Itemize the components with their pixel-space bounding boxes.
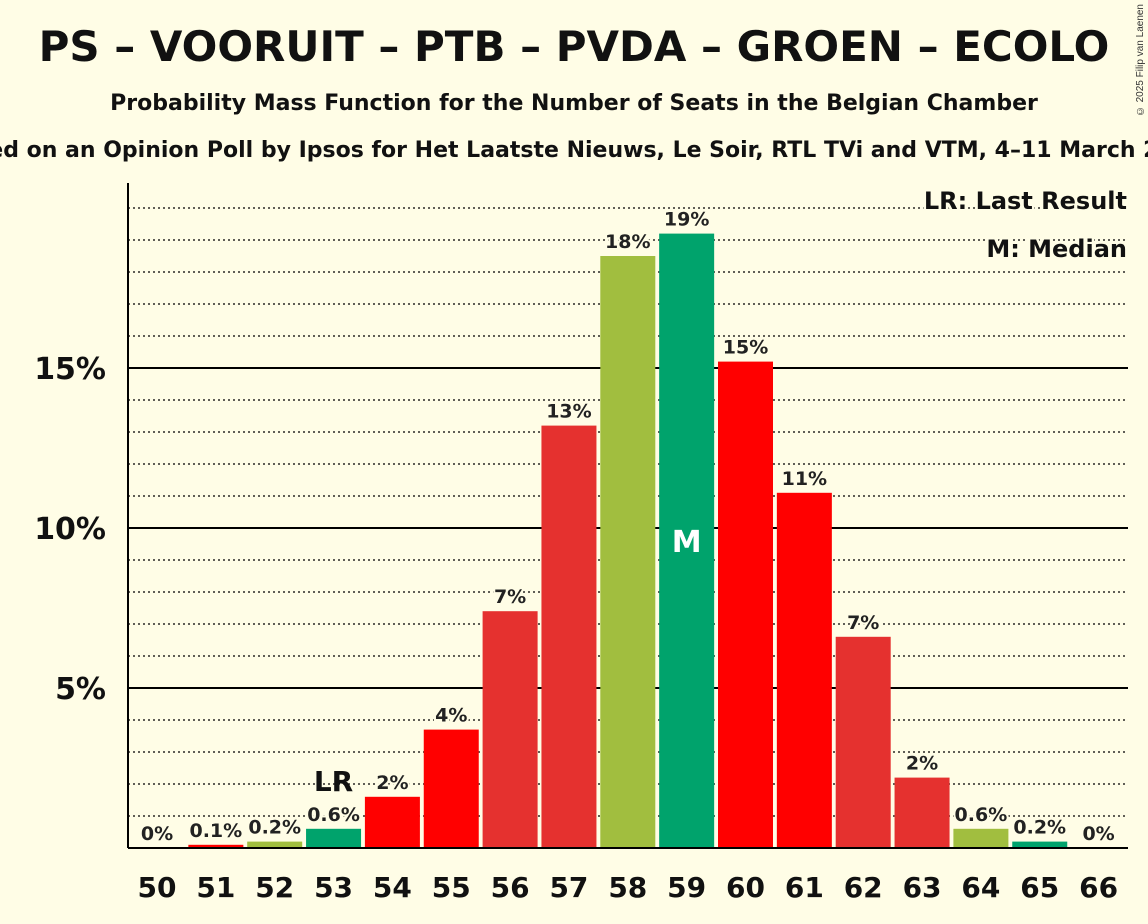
bar-value-label: 2% (376, 772, 408, 794)
bar-seat-57 (541, 425, 597, 848)
bar-seat-64 (953, 828, 1009, 848)
x-tick-label: 55 (432, 871, 471, 904)
x-tick-label: 57 (549, 871, 588, 904)
chart-source-line: Based on an Opinion Poll by Ipsos for He… (0, 138, 1148, 168)
x-tick-label: 51 (196, 871, 235, 904)
bar-seat-53 (306, 828, 362, 848)
x-tick-label: 54 (373, 871, 412, 904)
last-result-marker: LR (314, 765, 353, 798)
bar-seat-52 (247, 841, 303, 848)
chart-subtitle: Probability Mass Function for the Number… (110, 91, 1038, 116)
bar-seat-55 (423, 729, 479, 848)
bar-seat-65 (1012, 841, 1068, 848)
bar-seat-61 (776, 492, 832, 848)
bar-value-label: 0.1% (189, 820, 242, 842)
chart-title: PS – VOORUIT – PTB – PVDA – GROEN – ECOL… (38, 22, 1110, 71)
y-tick-label: 15% (34, 352, 106, 387)
x-tick-label: 58 (608, 871, 647, 904)
x-tick-label: 63 (903, 871, 942, 904)
median-marker: M (672, 525, 702, 560)
bar-seat-60 (718, 361, 773, 848)
bar-value-label: 2% (906, 753, 938, 775)
y-tick-label: 10% (34, 512, 106, 547)
bar-value-label: 18% (605, 231, 650, 253)
bar-value-label: 13% (546, 401, 591, 423)
x-tick-label: 50 (138, 871, 177, 904)
bar-seat-58 (600, 256, 656, 848)
x-tick-label: 56 (491, 871, 530, 904)
x-tick-label: 53 (314, 871, 353, 904)
bar-value-label: 0.2% (248, 817, 301, 839)
bar-value-label: 0% (1082, 823, 1114, 845)
bar-value-label: 19% (664, 209, 709, 231)
x-tick-label: 59 (667, 871, 706, 904)
bar-seat-63 (894, 777, 950, 848)
bar-value-label: 0.6% (307, 804, 360, 826)
bar-seat-54 (364, 796, 420, 848)
bar-seat-59 (659, 233, 715, 849)
chart-source-text: Based on an Opinion Poll by Ipsos for He… (0, 138, 1148, 163)
x-tick-label: 66 (1079, 871, 1118, 904)
x-tick-label: 62 (844, 871, 883, 904)
bar-value-label: 0% (141, 823, 173, 845)
y-tick-label: 5% (55, 672, 106, 707)
x-tick-label: 65 (1020, 871, 1059, 904)
bar-value-label: 11% (782, 468, 827, 490)
x-tick-label: 64 (961, 871, 1000, 904)
bar-value-label: 7% (494, 586, 526, 608)
legend-last-result: LR: Last Result (924, 187, 1127, 215)
bar-value-label: 15% (723, 337, 768, 359)
bar-seat-51 (188, 844, 244, 848)
bar-value-label: 4% (435, 705, 467, 727)
bar-value-label: 7% (847, 612, 879, 634)
x-tick-label: 61 (785, 871, 824, 904)
x-tick-label: 60 (726, 871, 765, 904)
x-tick-label: 52 (255, 871, 294, 904)
bar-value-label: 0.6% (955, 804, 1008, 826)
legend-median: M: Median (986, 235, 1127, 263)
bar-value-label: 0.2% (1013, 817, 1066, 839)
bar-seat-62 (835, 636, 891, 848)
bar-seat-56 (482, 611, 538, 848)
